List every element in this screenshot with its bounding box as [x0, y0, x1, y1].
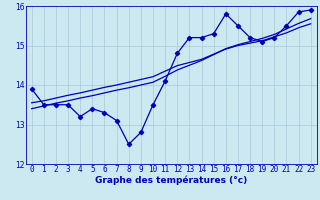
X-axis label: Graphe des températures (°c): Graphe des températures (°c) — [95, 175, 247, 185]
